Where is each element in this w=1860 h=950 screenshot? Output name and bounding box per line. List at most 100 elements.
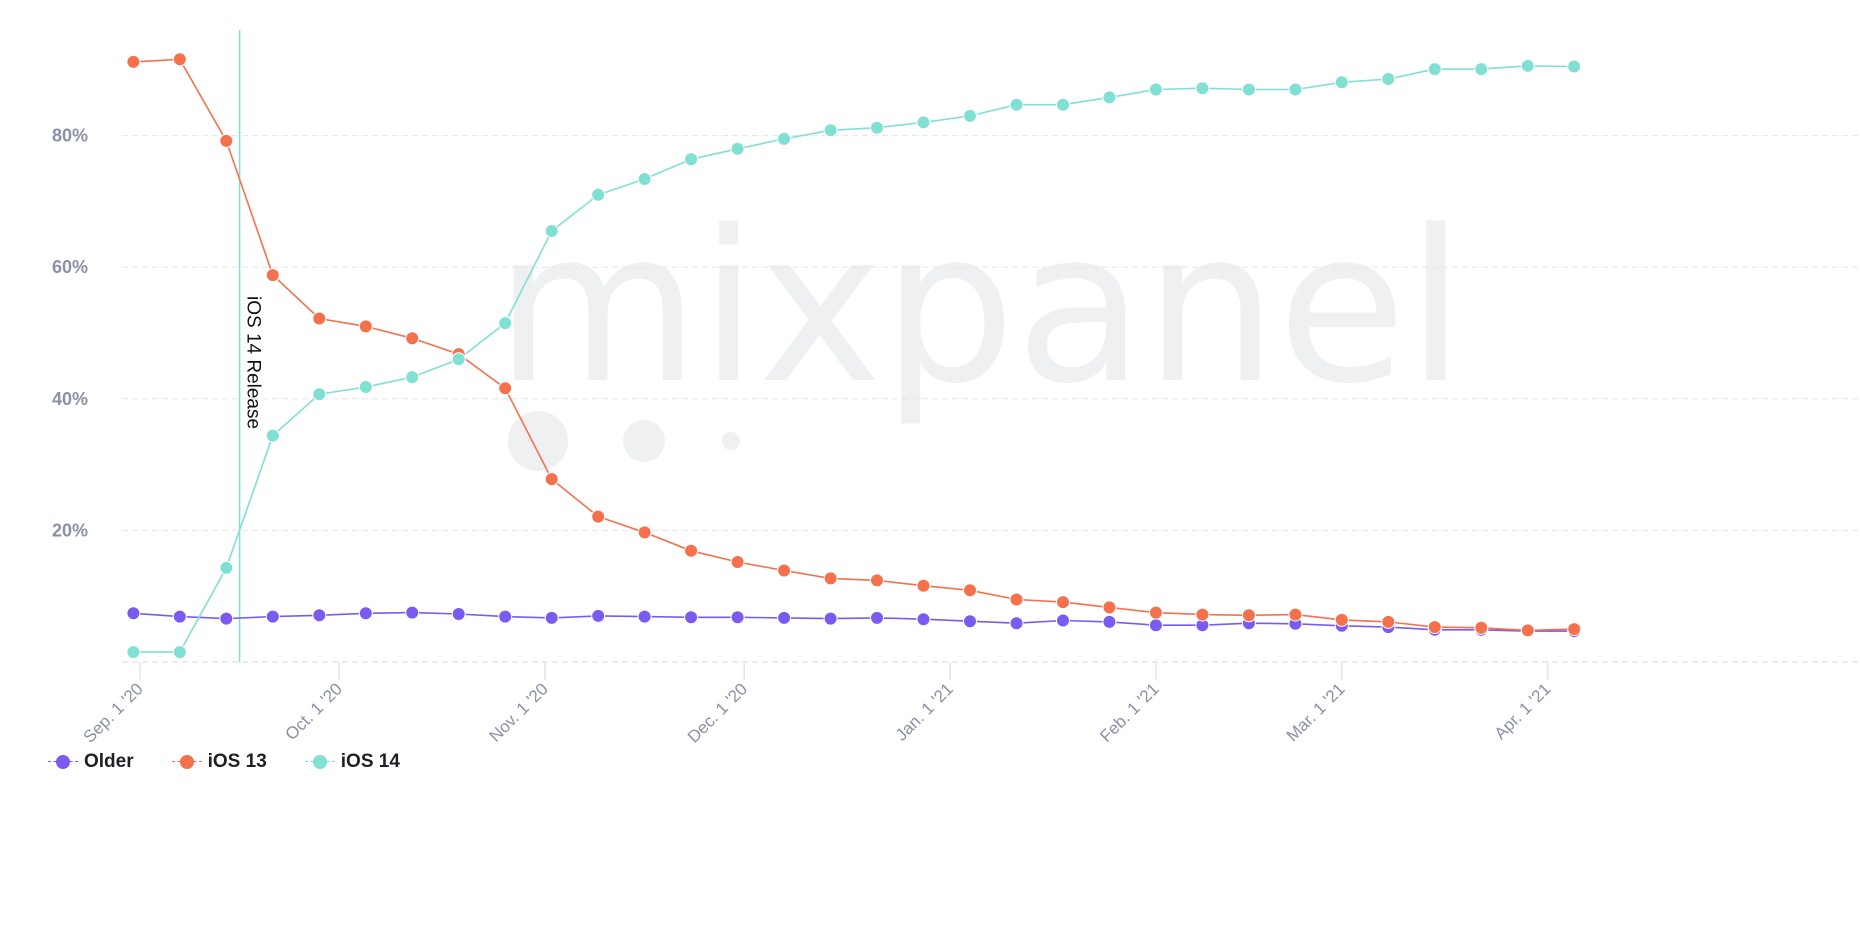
data-point-ios-13[interactable] xyxy=(730,555,745,569)
data-point-older[interactable] xyxy=(963,614,977,629)
data-point-ios-13[interactable] xyxy=(870,573,884,588)
legend-dot-ios14 xyxy=(312,755,327,769)
legend-item-ios14[interactable]: iOS 14 xyxy=(304,750,400,774)
data-point-ios-14[interactable] xyxy=(1381,72,1396,86)
data-point-older[interactable] xyxy=(1056,613,1070,628)
data-point-ios-14[interactable] xyxy=(637,172,652,186)
data-point-older[interactable] xyxy=(498,609,513,624)
data-point-ios-14[interactable] xyxy=(1056,97,1070,112)
data-point-ios-13[interactable] xyxy=(1195,607,1210,622)
data-point-older[interactable] xyxy=(870,610,884,625)
data-point-ios-14[interactable] xyxy=(823,123,838,138)
data-point-older[interactable] xyxy=(358,606,373,621)
data-point-ios-13[interactable] xyxy=(219,133,234,148)
data-point-ios-13[interactable] xyxy=(312,311,327,326)
data-point-ios-13[interactable] xyxy=(358,319,373,334)
data-point-ios-13[interactable] xyxy=(126,54,141,69)
data-point-ios-13[interactable] xyxy=(1427,620,1442,635)
data-point-ios-13[interactable] xyxy=(777,563,792,578)
data-point-ios-13[interactable] xyxy=(1241,608,1256,623)
data-point-older[interactable] xyxy=(916,612,931,627)
data-point-older[interactable] xyxy=(312,608,327,623)
data-point-ios-14[interactable] xyxy=(963,108,977,123)
data-point-ios-14[interactable] xyxy=(916,115,931,130)
mixpanel-watermark: mixpanel xyxy=(495,185,1465,471)
data-point-ios-14[interactable] xyxy=(498,316,513,331)
data-point-older[interactable] xyxy=(1102,614,1117,629)
data-point-ios-14[interactable] xyxy=(1520,58,1535,73)
data-point-ios-14[interactable] xyxy=(405,370,420,385)
data-point-ios-14[interactable] xyxy=(219,560,234,575)
legend-swatch-older xyxy=(48,750,78,774)
data-point-ios-13[interactable] xyxy=(1288,607,1303,622)
data-point-ios-13[interactable] xyxy=(405,331,420,346)
legend-swatch-ios14 xyxy=(304,750,335,774)
data-point-older[interactable] xyxy=(544,610,559,625)
data-point-older[interactable] xyxy=(1009,616,1024,631)
data-point-ios-13[interactable] xyxy=(1148,605,1163,620)
data-point-ios-14[interactable] xyxy=(172,645,187,660)
data-point-older[interactable] xyxy=(823,611,838,626)
data-point-ios-13[interactable] xyxy=(1474,620,1489,635)
legend-item-ios13[interactable]: iOS 13 xyxy=(171,750,267,774)
data-point-older[interactable] xyxy=(777,610,792,625)
data-point-ios-13[interactable] xyxy=(1520,623,1535,638)
data-point-older[interactable] xyxy=(684,610,699,625)
data-point-ios-14[interactable] xyxy=(777,131,792,146)
data-point-ios-14[interactable] xyxy=(1102,90,1117,105)
data-point-ios-14[interactable] xyxy=(265,428,280,443)
legend-item-older[interactable]: Older xyxy=(48,750,134,774)
data-point-older[interactable] xyxy=(1148,618,1163,633)
data-point-ios-13[interactable] xyxy=(172,52,187,67)
data-point-ios-13[interactable] xyxy=(544,472,559,487)
data-point-ios-14[interactable] xyxy=(358,380,373,394)
x-tick-label: Dec. 1 '20 xyxy=(684,679,751,746)
data-point-ios-14[interactable] xyxy=(591,187,606,202)
data-point-older[interactable] xyxy=(591,608,606,623)
data-point-ios-14[interactable] xyxy=(684,152,699,167)
data-point-ios-13[interactable] xyxy=(591,509,606,524)
legend-swatch-ios13 xyxy=(171,750,202,774)
data-point-older[interactable] xyxy=(637,609,652,624)
data-point-ios-14[interactable] xyxy=(1427,62,1442,77)
data-point-ios-13[interactable] xyxy=(1567,622,1582,637)
data-point-ios-14[interactable] xyxy=(1334,75,1349,90)
data-point-ios-14[interactable] xyxy=(870,120,884,135)
data-point-ios-14[interactable] xyxy=(451,352,466,367)
data-point-ios-13[interactable] xyxy=(265,268,280,283)
data-point-ios-13[interactable] xyxy=(1009,592,1024,607)
data-point-older[interactable] xyxy=(219,611,234,626)
data-point-older[interactable] xyxy=(172,609,187,624)
data-point-ios-14[interactable] xyxy=(1288,82,1303,97)
data-point-ios-14[interactable] xyxy=(1009,97,1024,112)
data-point-ios-14[interactable] xyxy=(1567,59,1582,74)
data-point-older[interactable] xyxy=(265,609,280,624)
data-point-older[interactable] xyxy=(126,606,141,621)
data-point-ios-13[interactable] xyxy=(823,571,838,586)
data-point-ios-13[interactable] xyxy=(916,578,931,593)
data-point-ios-13[interactable] xyxy=(1102,600,1117,615)
legend-label-older: Older xyxy=(84,751,134,772)
data-point-ios-14[interactable] xyxy=(1148,82,1163,97)
data-point-ios-14[interactable] xyxy=(1474,62,1489,77)
data-point-older[interactable] xyxy=(730,610,745,625)
data-point-ios-13[interactable] xyxy=(1381,614,1396,629)
data-point-ios-14[interactable] xyxy=(1195,81,1210,96)
data-point-ios-13[interactable] xyxy=(637,525,652,540)
data-point-ios-13[interactable] xyxy=(498,381,513,396)
watermark-text: mixpanel xyxy=(495,185,1465,430)
legend-label-ios13: iOS 13 xyxy=(207,751,267,772)
data-point-ios-13[interactable] xyxy=(1056,595,1070,610)
data-point-ios-14[interactable] xyxy=(312,387,327,402)
x-tick-label: Oct. 1 '20 xyxy=(282,679,347,744)
data-point-ios-14[interactable] xyxy=(544,224,559,238)
data-point-ios-13[interactable] xyxy=(963,583,977,598)
data-point-older[interactable] xyxy=(405,605,420,620)
data-point-ios-13[interactable] xyxy=(684,543,699,558)
data-point-older[interactable] xyxy=(451,607,466,621)
series-lines xyxy=(133,58,1575,653)
data-point-ios-14[interactable] xyxy=(126,645,141,660)
data-point-ios-14[interactable] xyxy=(1241,82,1256,97)
data-point-ios-13[interactable] xyxy=(1334,612,1349,627)
data-point-ios-14[interactable] xyxy=(730,141,745,156)
